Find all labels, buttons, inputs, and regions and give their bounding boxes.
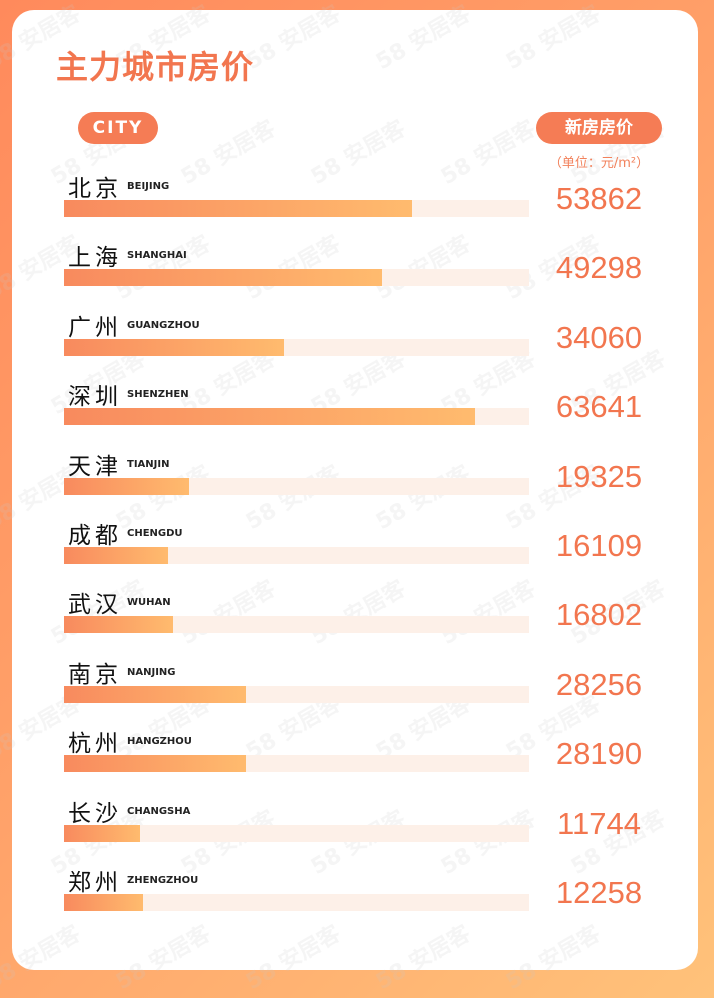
- city-name: 长沙: [68, 800, 122, 827]
- value-label: 19325: [555, 458, 643, 494]
- bar-row: 武汉 WUHAN 16802: [0, 585, 714, 654]
- city-name-en: WUHAN: [127, 597, 171, 609]
- city-name-en: TIANJIN: [127, 458, 170, 470]
- bar-track: [64, 894, 529, 911]
- bar-row: 天津 TIANJIN 19325: [0, 447, 714, 516]
- bar-track: [64, 755, 529, 773]
- bar-track: [64, 338, 529, 356]
- unit-label: （单位：元/m²）: [548, 156, 650, 171]
- bar: [64, 269, 383, 287]
- city-name: 天津: [68, 453, 122, 480]
- value-label: 49298: [555, 250, 643, 286]
- city-name-en: CHANGSHA: [127, 805, 191, 817]
- value-label: 53862: [555, 181, 643, 216]
- city-name: 南京: [68, 661, 122, 688]
- city-name: 广州: [68, 314, 122, 341]
- bar-row: 长沙 CHANGSHA 11744: [0, 794, 714, 863]
- bar-track: [64, 824, 529, 842]
- bar: [64, 616, 173, 634]
- bar: [64, 338, 284, 356]
- bar: [64, 685, 247, 703]
- bar: [64, 408, 475, 426]
- bar-row: 杭州 HANGZHOU 28190: [0, 724, 714, 793]
- bar-row: 郑州 ZHENGZHOU 12258: [0, 863, 714, 932]
- city-name-en: SHANGHAI: [127, 250, 187, 262]
- bar-track: [64, 685, 529, 703]
- bar-row: 北京 BEIJING 53862: [0, 169, 714, 238]
- value-label: 34060: [555, 319, 643, 355]
- city-name: 成都: [68, 523, 122, 549]
- bar-track: [64, 547, 529, 564]
- bar-row: 广州 GUANGZHOU 34060: [0, 308, 714, 377]
- price-header: 新房房价: [536, 112, 662, 144]
- page-title: 主力城市房价: [56, 48, 255, 86]
- bar-track: [64, 408, 529, 426]
- city-name-en: GUANGZHOU: [127, 319, 200, 331]
- bar-row: 上海 SHANGHAI 49298: [0, 238, 714, 307]
- bar: [64, 894, 144, 911]
- value-label: 28190: [555, 736, 643, 772]
- value-label: 16109: [555, 528, 643, 563]
- bar-track: [64, 616, 529, 634]
- city-name-en: HANGZHOU: [127, 736, 192, 748]
- city-name: 北京: [68, 176, 122, 202]
- value-label: 28256: [555, 666, 643, 702]
- city-name: 上海: [68, 245, 122, 272]
- value-label: 12258: [555, 875, 643, 910]
- bar-row: 南京 NANJING 28256: [0, 655, 714, 724]
- value-label: 16802: [555, 597, 643, 633]
- bar-track: [64, 200, 529, 217]
- bar: [64, 477, 189, 495]
- value-label: 11744: [557, 805, 641, 841]
- city-name-en: NANJING: [127, 666, 176, 678]
- city-name: 郑州: [68, 870, 122, 896]
- city-name-en: CHENGDU: [127, 528, 183, 539]
- bar-row: 深圳 SHENZHEN 63641: [0, 377, 714, 446]
- city-name: 武汉: [68, 592, 122, 619]
- bar-track: [64, 269, 529, 287]
- bar-track: [64, 477, 529, 495]
- value-label: 63641: [555, 389, 643, 425]
- city-name-en: ZHENGZHOU: [127, 875, 199, 886]
- city-header: CITY: [78, 112, 158, 144]
- bar-row: 成都 CHENGDU 16109: [0, 516, 714, 585]
- city-name: 深圳: [68, 384, 122, 411]
- city-name: 杭州: [68, 731, 122, 758]
- city-name-en: BEIJING: [127, 181, 170, 192]
- city-name-en: SHENZHEN: [127, 389, 189, 401]
- bar: [64, 200, 412, 217]
- bar: [64, 755, 247, 773]
- bar: [64, 547, 169, 564]
- bar: [64, 824, 140, 842]
